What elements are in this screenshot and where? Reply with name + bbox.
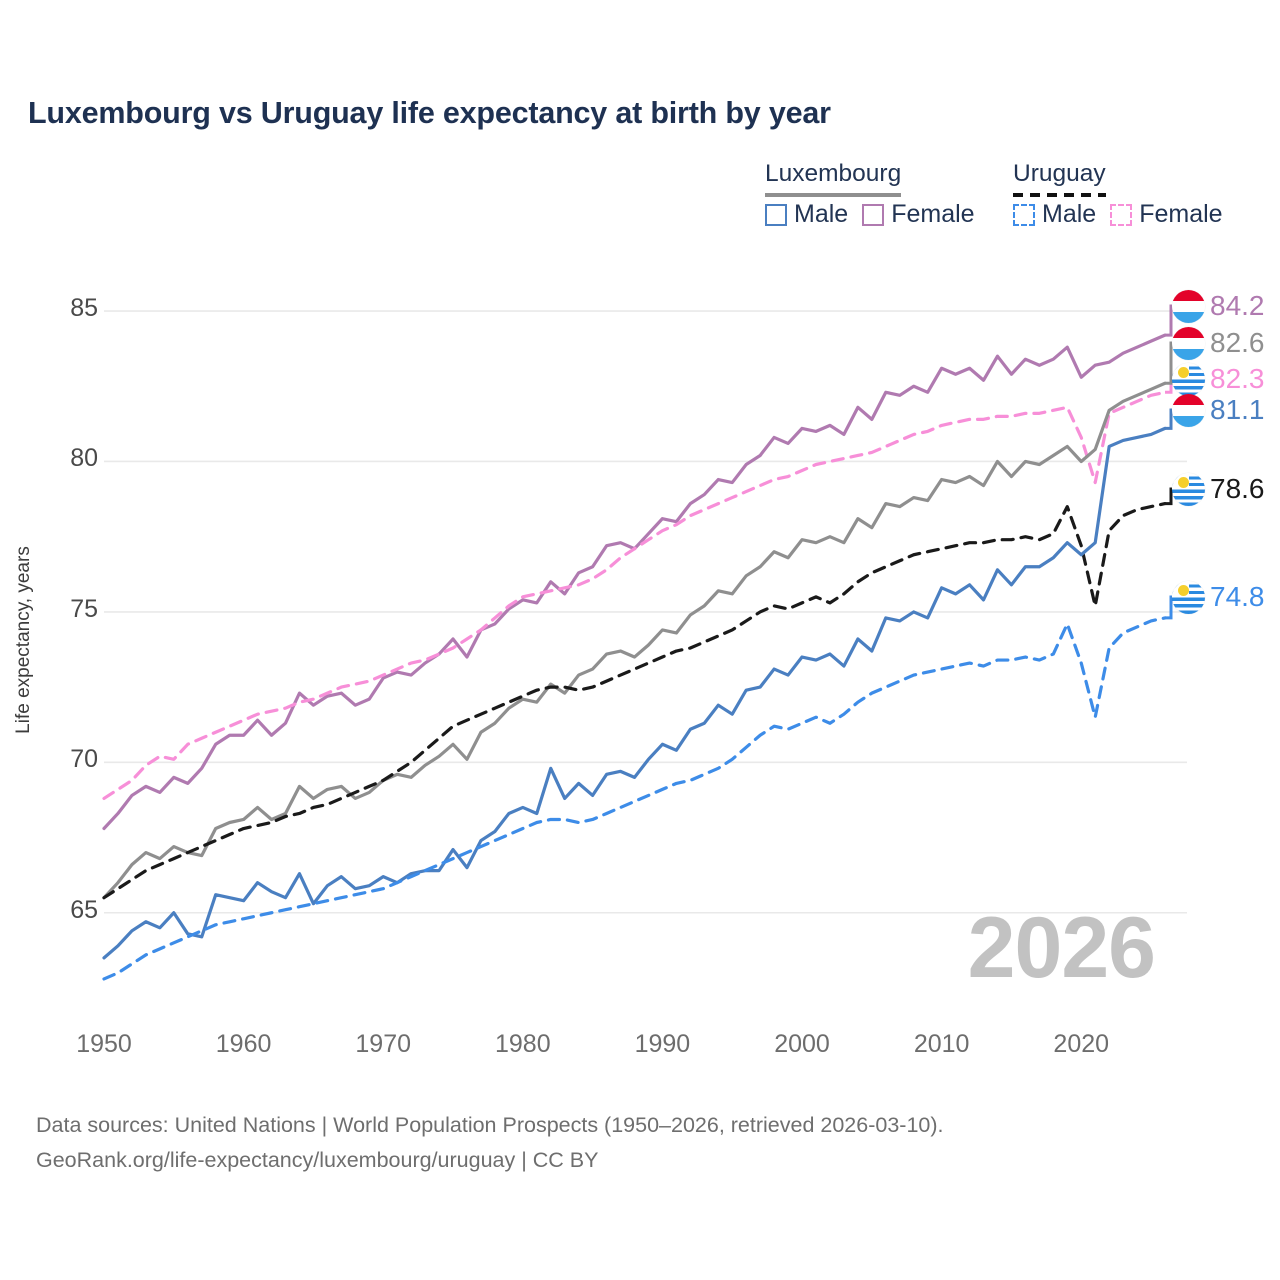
- y-axis-label: Life expectancy, years: [13, 546, 34, 734]
- luxembourg-flag-icon: [1172, 326, 1205, 360]
- x-tick-label: 2000: [774, 1030, 830, 1058]
- legend-rule-solid-icon: [765, 193, 902, 197]
- legend-item-luxembourg-male[interactable]: Male: [765, 200, 848, 229]
- x-tick-label: 1970: [355, 1030, 412, 1058]
- y-tick-label: 65: [70, 895, 98, 924]
- series-end-label: 84.2: [1172, 289, 1265, 323]
- x-tick-label: 1980: [495, 1030, 551, 1058]
- y-tick-label: 80: [70, 444, 98, 473]
- uruguay-flag-icon: [1172, 362, 1205, 396]
- series-line-uruguay-female: [102, 390, 1167, 801]
- series-end-label: 82.6: [1172, 326, 1265, 360]
- x-tick-label: 2010: [913, 1030, 970, 1058]
- y-tick-label: 70: [70, 745, 98, 774]
- legend-items-luxembourg: Male Female: [765, 200, 989, 229]
- x-tick-label: 1990: [634, 1030, 691, 1058]
- x-tick-label: 2020: [1053, 1030, 1110, 1058]
- y-tick-label: 75: [70, 594, 98, 623]
- legend-label-luxembourg-female: Female: [891, 200, 975, 228]
- series-end-value: 82.6: [1210, 327, 1265, 358]
- year-watermark: 2026: [967, 900, 1156, 996]
- y-tick-label: 85: [70, 294, 98, 323]
- series-line-luxembourg-female: [102, 333, 1167, 831]
- x-tick-label: 1950: [76, 1030, 132, 1058]
- legend-country-uruguay: Uruguay: [1013, 160, 1106, 187]
- luxembourg-flag-icon: [1172, 393, 1205, 427]
- legend-item-uruguay-female[interactable]: Female: [1110, 200, 1223, 229]
- leader-line: [1165, 595, 1173, 620]
- footer-line-url: GeoRank.org/life-expectancy/luxembourg/u…: [36, 1148, 599, 1173]
- series-line-uruguay-total: [102, 502, 1167, 900]
- footer-line-sources: Data sources: United Nations | World Pop…: [36, 1113, 944, 1137]
- legend-item-uruguay-male[interactable]: Male: [1013, 200, 1096, 229]
- series-end-label: 82.3: [1172, 362, 1265, 396]
- legend-swatch-solid-purple-icon: [862, 203, 885, 226]
- legend-country-luxembourg: Luxembourg: [765, 160, 902, 187]
- series-line-luxembourg-total: [102, 381, 1167, 900]
- footer-credits: Data sources: United Nations | World Pop…: [36, 1108, 944, 1179]
- series-line-luxembourg-male: [102, 426, 1167, 960]
- leader-line: [1165, 377, 1173, 394]
- series-end-label: 78.6: [1172, 472, 1265, 506]
- leader-line: [1165, 341, 1173, 385]
- series-end-value: 74.8: [1210, 581, 1265, 612]
- legend-group-uruguay: Uruguay Male Female: [1013, 160, 1223, 228]
- luxembourg-flag-icon: [1172, 289, 1205, 323]
- legend-item-luxembourg-female[interactable]: Female: [862, 200, 975, 229]
- x-tick-label: 1960: [215, 1030, 272, 1058]
- uruguay-flag-icon: [1172, 472, 1205, 506]
- uruguay-flag-icon: [1172, 580, 1205, 614]
- series-end-value: 84.2: [1210, 290, 1265, 321]
- leader-line: [1165, 487, 1173, 506]
- legend-swatch-dashed-pink-icon: [1110, 203, 1133, 226]
- legend-group-luxembourg: Luxembourg Male Female: [765, 160, 975, 228]
- legend-label-uruguay-male: Male: [1042, 200, 1097, 228]
- legend-items-uruguay: Male Female: [1013, 200, 1237, 229]
- page-title: Luxembourg vs Uruguay life expectancy at…: [28, 96, 831, 130]
- legend-swatch-solid-blue-icon: [765, 203, 787, 226]
- series-end-label: 81.1: [1172, 393, 1265, 427]
- legend-label-luxembourg-male: Male: [794, 200, 849, 228]
- series-end-value: 82.3: [1210, 363, 1265, 394]
- legend-swatch-dashed-blue-icon: [1013, 203, 1035, 226]
- leader-line: [1165, 408, 1173, 430]
- legend-label-uruguay-female: Female: [1139, 200, 1223, 228]
- leader-line: [1165, 304, 1173, 337]
- chart-legend: Luxembourg Male Female Uruguay Male: [755, 160, 1255, 240]
- series-end-value: 78.6: [1210, 473, 1265, 504]
- series-end-label: 74.8: [1172, 580, 1265, 614]
- series-end-value: 81.1: [1210, 394, 1265, 425]
- legend-rule-dashed-icon: [1013, 193, 1106, 197]
